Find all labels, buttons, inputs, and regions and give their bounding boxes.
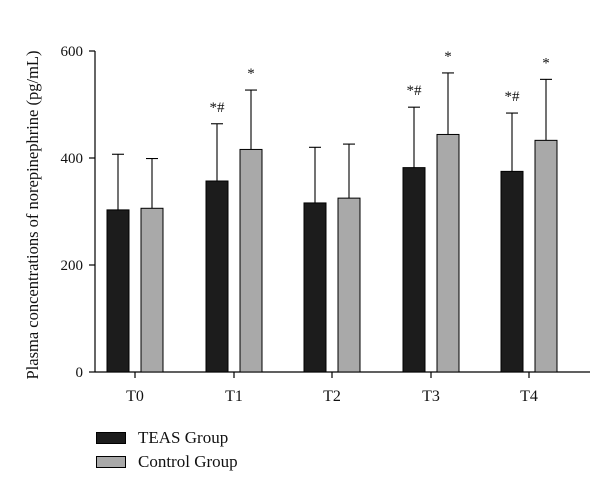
significance-mark: *: [247, 66, 255, 82]
error-bars: [112, 72, 552, 210]
bar: [337, 197, 361, 373]
y-tick-label: 0: [76, 365, 84, 381]
legend-swatch-teas: [96, 432, 126, 444]
y-tick-label: 600: [61, 44, 84, 60]
chart: *# *# *# * * * 0 200 400 600 T0 T1 T2 T3 T4 Plasma co…: [23, 44, 590, 405]
legend-item-teas: TEAS Group: [96, 426, 238, 450]
bar: [500, 170, 524, 373]
bar: [303, 202, 327, 373]
legend-label-control: Control Group: [138, 452, 238, 471]
x-tick-label: T3: [422, 388, 440, 405]
legend: TEAS Group Control Group: [96, 426, 238, 474]
bar: [239, 148, 263, 373]
bar: [205, 180, 229, 373]
significance-mark: *: [444, 49, 452, 65]
significance-mark: *#: [407, 83, 423, 99]
x-tick-label: T0: [126, 388, 144, 405]
bar: [534, 139, 558, 373]
y-tick-label: 200: [61, 258, 84, 274]
significance-mark: *: [542, 55, 550, 71]
y-axis-label: Plasma concentrations of norepinephrine …: [23, 51, 42, 380]
bars: [106, 133, 558, 373]
bar: [402, 167, 426, 373]
significance-annotations: *# *# *# * * *: [210, 49, 550, 116]
x-tick-label: T1: [225, 388, 243, 405]
significance-mark: *#: [505, 89, 521, 105]
legend-label-teas: TEAS Group: [138, 428, 229, 447]
y-tick-label: 400: [61, 151, 84, 167]
legend-swatch-control: [96, 456, 126, 468]
bar: [140, 207, 164, 373]
x-tick-label: T2: [323, 388, 341, 405]
legend-item-control: Control Group: [96, 450, 238, 474]
ticks: 0 200 400 600 T0 T1 T2 T3 T4: [61, 44, 538, 405]
significance-mark: *#: [210, 100, 226, 116]
x-tick-label: T4: [520, 388, 538, 405]
bar: [436, 133, 460, 373]
bar: [106, 209, 130, 373]
